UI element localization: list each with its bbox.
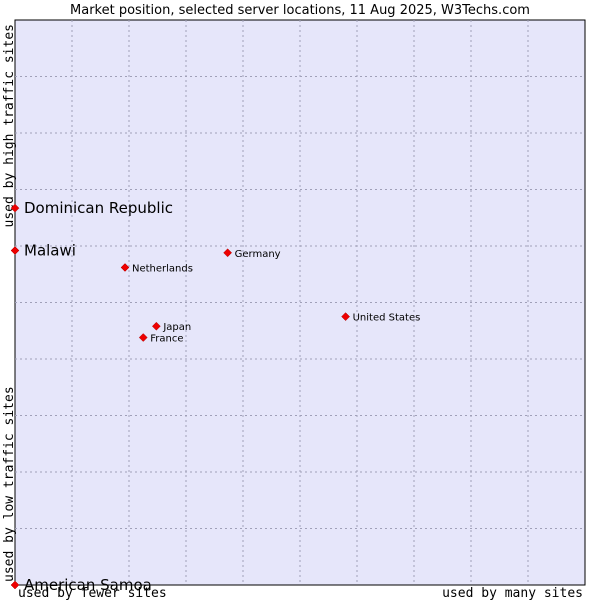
point-label: Japan	[162, 322, 191, 333]
y-axis-label-top: used by high traffic sites	[2, 24, 17, 228]
data-point-germany: Germany	[223, 248, 281, 260]
point-marker	[138, 333, 148, 342]
point-label: Netherlands	[132, 263, 193, 274]
point-marker	[152, 321, 161, 331]
point-marker	[341, 312, 350, 321]
data-point-japan: Japan	[152, 321, 191, 333]
point-marker	[10, 246, 20, 255]
x-axis-label-left: used by fewer sites	[18, 586, 167, 600]
data-point-united-states: United States	[341, 312, 421, 324]
data-point-france: France	[138, 333, 184, 345]
point-label: Malawi	[24, 242, 76, 260]
point-marker	[10, 203, 20, 213]
data-point-american-samoa: American Samoa	[10, 576, 152, 594]
point-label: France	[150, 334, 183, 345]
point-marker	[120, 263, 130, 272]
point-label: Dominican Republic	[24, 199, 173, 217]
point-marker	[223, 248, 232, 258]
data-point-netherlands: Netherlands	[120, 263, 193, 274]
y-axis-label-bottom: used by low traffic sites	[2, 386, 17, 582]
data-point-dominican-republic: Dominican Republic	[10, 199, 173, 217]
point-label: Germany	[235, 249, 281, 260]
data-point-malawi: Malawi	[10, 242, 76, 260]
point-marker	[10, 580, 20, 590]
x-axis-label-right: used by many sites	[442, 586, 583, 600]
chart-title: Market position, selected server locatio…	[70, 3, 530, 18]
data-points: Dominican Republic Malawi American Samoa Ge…	[10, 199, 421, 594]
point-label: American Samoa	[24, 576, 152, 594]
grid-lines	[15, 20, 585, 585]
point-label: United States	[353, 313, 421, 324]
